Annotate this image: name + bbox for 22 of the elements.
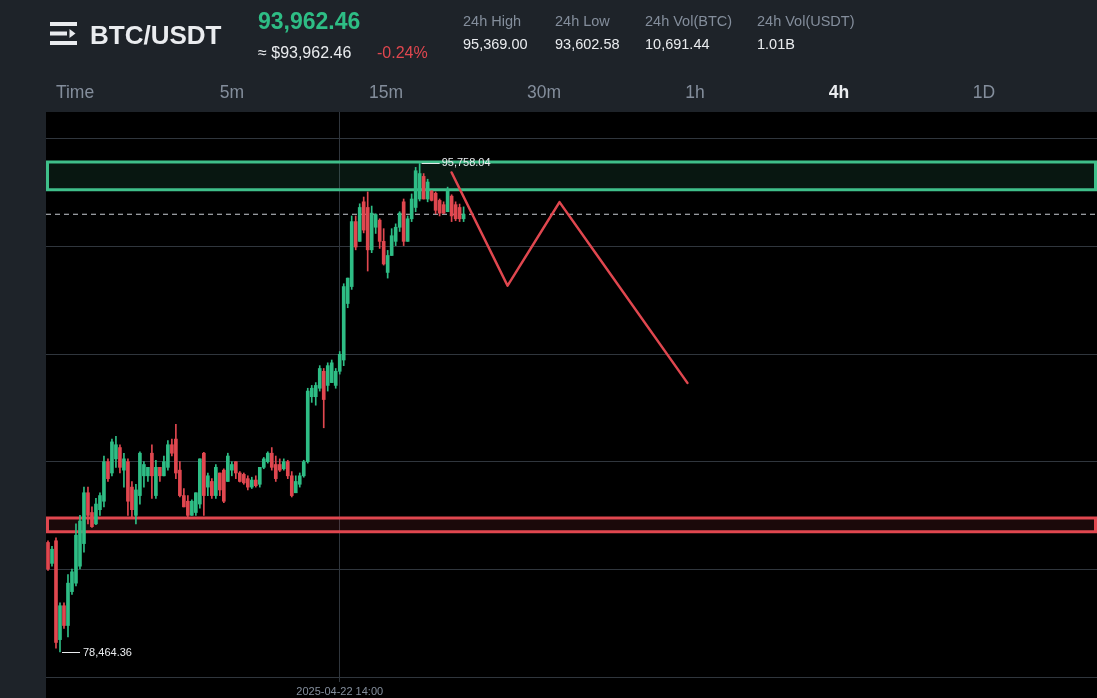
x-tick-label: 2025-04-22 14:00 (296, 684, 384, 697)
text: 15m (368, 82, 404, 103)
text: 30m (526, 82, 562, 103)
text: 24h Vol(USDT) (757, 12, 855, 29)
text: 24h High (463, 12, 522, 29)
text: 1.01B (757, 35, 795, 52)
text: 1h (685, 82, 705, 103)
annotation: 78,464.36 (83, 645, 132, 658)
text: 10,691.44 (645, 35, 710, 52)
text: 24h Low (555, 12, 610, 29)
text: 4h (828, 82, 850, 103)
annotation: 95,758.04 (441, 156, 491, 169)
text: 95,369.00 (463, 35, 528, 52)
text: ≈ $93,962.46 (258, 44, 352, 61)
chart-subtitle: 93,962.46 (258, 7, 361, 34)
chart-title: BTC/USDT (90, 20, 222, 50)
text: Time (55, 82, 95, 103)
text: 1D (972, 82, 996, 103)
text: 5m (219, 82, 245, 103)
text: 24h Vol(BTC) (645, 12, 733, 29)
text: -0.24% (377, 44, 428, 61)
text: 93,602.58 (555, 35, 620, 52)
